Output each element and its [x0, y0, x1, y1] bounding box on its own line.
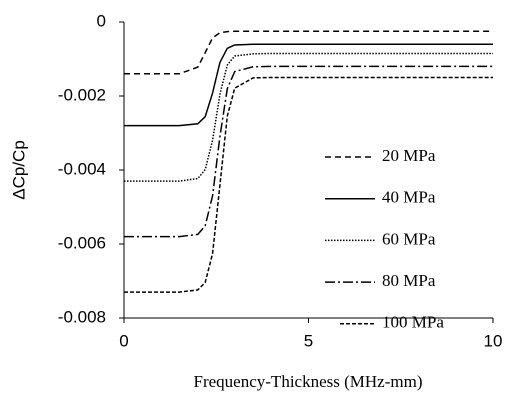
x-tick-label: 10	[484, 331, 503, 350]
x-axis-label: Frequency-Thickness (MHz-mm)	[194, 372, 423, 391]
y-tick-label: -0.004	[58, 159, 106, 178]
legend-label: 20 MPa	[382, 146, 436, 165]
legend-label: 80 MPa	[382, 271, 436, 290]
x-tick-label: 0	[119, 331, 128, 350]
legend-label: 40 MPa	[382, 188, 436, 207]
series-line	[124, 30, 493, 75]
y-tick-label: -0.006	[58, 233, 106, 252]
series-line	[124, 52, 493, 182]
series-line	[124, 65, 493, 238]
legend-label: 100 MPa	[382, 313, 444, 332]
y-tick-label: -0.002	[58, 85, 106, 104]
y-tick-label: -0.008	[58, 307, 106, 326]
series-line	[124, 76, 493, 293]
y-tick-label: 0	[97, 11, 106, 30]
series-line	[124, 43, 493, 127]
y-axis-label: ΔCp/Cp	[9, 140, 28, 200]
x-tick-label: 5	[304, 331, 313, 350]
legend-label: 60 MPa	[382, 229, 436, 248]
